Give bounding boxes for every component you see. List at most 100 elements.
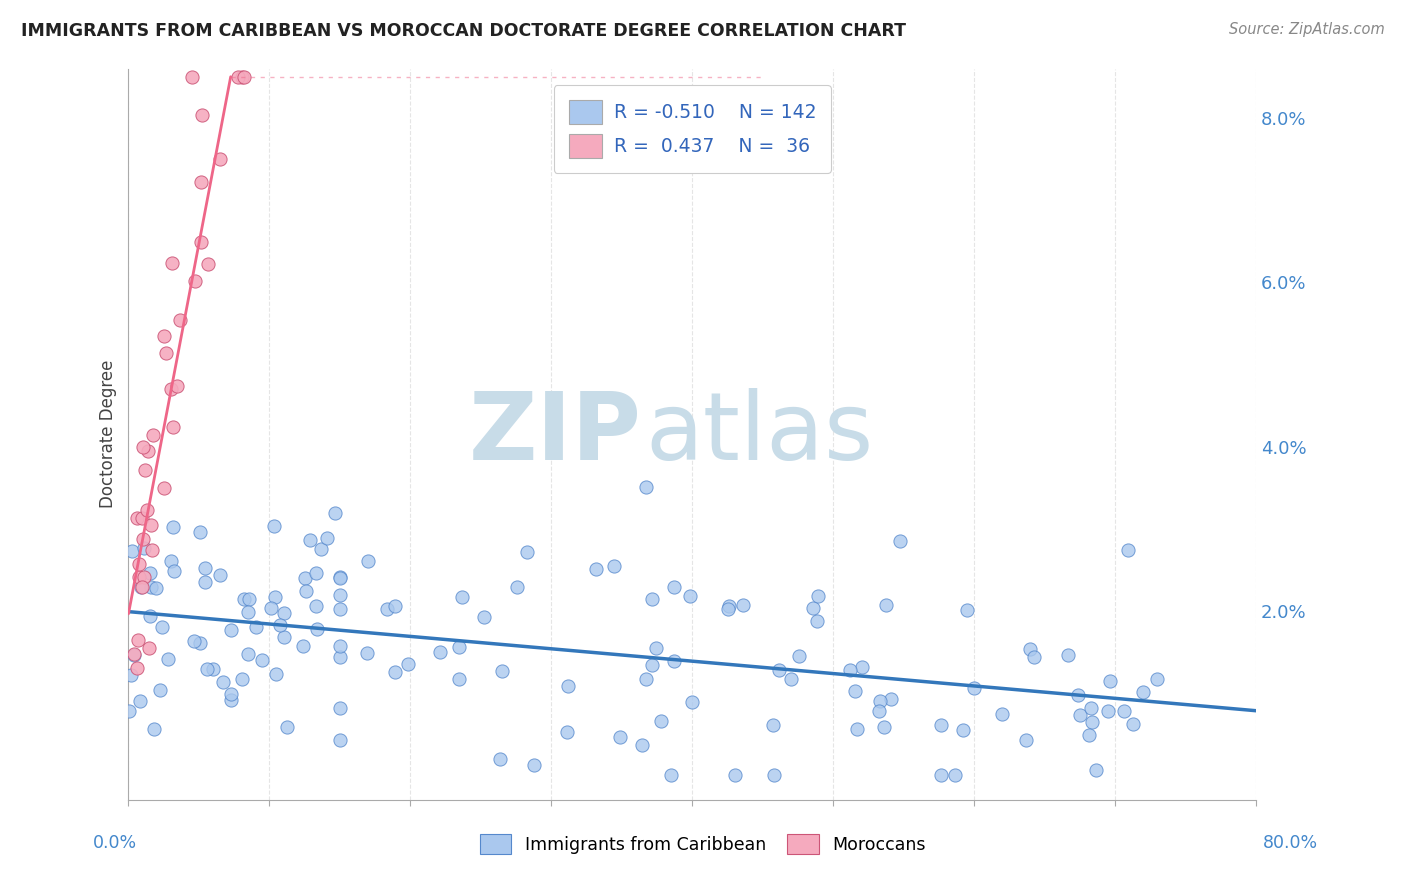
Point	[236, 606, 259, 620]
Point	[451, 590, 474, 604]
Point	[631, 739, 654, 753]
Point	[662, 654, 685, 668]
Point	[889, 534, 911, 549]
Point	[131, 440, 153, 454]
Point	[238, 592, 260, 607]
Point	[1067, 688, 1090, 702]
Point	[489, 752, 512, 766]
Point	[152, 481, 174, 495]
Point	[806, 614, 828, 628]
Point	[294, 572, 316, 586]
Point	[1146, 673, 1168, 687]
Point	[329, 572, 352, 586]
Point	[609, 730, 631, 744]
Point	[128, 557, 150, 571]
Point	[162, 564, 184, 578]
Point	[768, 664, 790, 678]
Text: Source: ZipAtlas.com: Source: ZipAtlas.com	[1229, 22, 1385, 37]
Point	[1112, 704, 1135, 718]
Point	[221, 623, 243, 637]
Point	[555, 725, 578, 739]
Point	[1084, 764, 1107, 778]
Point	[396, 657, 419, 671]
Point	[329, 602, 352, 616]
Point	[183, 634, 205, 648]
Point	[384, 665, 406, 680]
Point	[329, 700, 352, 714]
Point	[506, 580, 529, 594]
Point	[136, 443, 159, 458]
Point	[644, 640, 666, 655]
Point	[780, 672, 803, 686]
Point	[190, 176, 212, 190]
Point	[121, 544, 143, 558]
Point	[195, 662, 218, 676]
Point	[943, 768, 966, 782]
Point	[250, 653, 273, 667]
Point	[1080, 701, 1102, 715]
Point	[132, 569, 155, 583]
Point	[295, 583, 318, 598]
Point	[329, 733, 352, 747]
Point	[138, 640, 160, 655]
Point	[641, 657, 664, 672]
Point	[155, 346, 177, 360]
Point	[197, 257, 219, 271]
Point	[681, 695, 703, 709]
Point	[131, 511, 153, 525]
Point	[190, 108, 212, 122]
Point	[879, 692, 901, 706]
Point	[212, 675, 235, 690]
Point	[329, 640, 352, 654]
Point	[131, 581, 153, 595]
Point	[209, 152, 232, 166]
Point	[141, 580, 163, 594]
Point	[305, 622, 328, 636]
Point	[523, 758, 546, 772]
Text: IMMIGRANTS FROM CARIBBEAN VS MOROCCAN DOCTORATE DEGREE CORRELATION CHART: IMMIGRANTS FROM CARIBBEAN VS MOROCCAN DO…	[21, 22, 905, 40]
Point	[263, 518, 285, 533]
Point	[1078, 728, 1101, 742]
Point	[472, 610, 495, 624]
Point	[929, 718, 952, 732]
Point	[273, 607, 295, 621]
Point	[787, 648, 810, 663]
Point	[844, 684, 866, 698]
Point	[292, 639, 315, 653]
Point	[162, 420, 184, 434]
Point	[662, 580, 685, 594]
Point	[762, 718, 785, 732]
Text: 80.0%: 80.0%	[1263, 834, 1319, 852]
Point	[356, 646, 378, 660]
Point	[233, 591, 256, 606]
Point	[763, 768, 786, 782]
Point	[194, 574, 217, 589]
Point	[377, 602, 399, 616]
Point	[219, 688, 242, 702]
Point	[329, 570, 352, 584]
Point	[357, 554, 380, 568]
Point	[1014, 733, 1036, 747]
Point	[491, 664, 513, 678]
Point	[309, 542, 332, 557]
Point	[128, 570, 150, 584]
Point	[139, 609, 162, 624]
Point	[641, 591, 664, 606]
Point	[139, 518, 162, 533]
Y-axis label: Doctorate Degree: Doctorate Degree	[100, 360, 117, 508]
Point	[269, 618, 291, 632]
Point	[118, 704, 141, 718]
Point	[232, 70, 254, 84]
Point	[129, 580, 152, 594]
Legend: R = -0.510    N = 142, R =  0.437    N =  36: R = -0.510 N = 142, R = 0.437 N = 36	[554, 86, 831, 173]
Point	[160, 256, 183, 270]
Legend: Immigrants from Caribbean, Moroccans: Immigrants from Caribbean, Moroccans	[474, 827, 932, 861]
Point	[717, 601, 740, 615]
Point	[169, 313, 191, 327]
Point	[1098, 674, 1121, 689]
Point	[188, 524, 211, 539]
Point	[231, 70, 253, 84]
Point	[1056, 648, 1078, 662]
Point	[264, 667, 287, 681]
Point	[429, 645, 451, 659]
